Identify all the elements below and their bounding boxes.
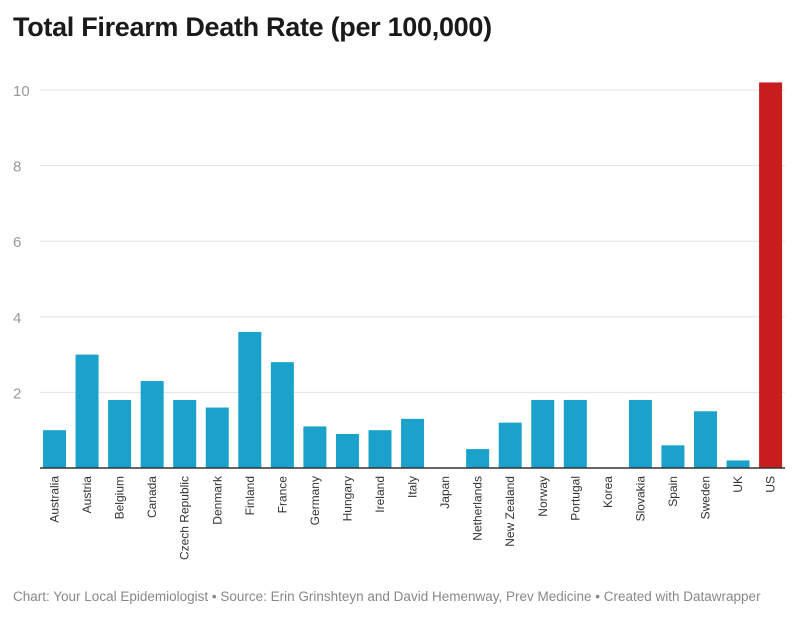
- bar-canada: [140, 381, 164, 468]
- x-tick-label: Hungary: [340, 476, 354, 521]
- x-tick-label: New Zealand: [503, 476, 517, 547]
- bar-sweden: [694, 411, 717, 468]
- x-tick-label: Norway: [536, 476, 550, 517]
- bar-netherlands: [466, 449, 490, 468]
- bar-france: [270, 362, 294, 468]
- bar-czech-republic: [173, 399, 197, 468]
- bar-portugal: [563, 399, 587, 468]
- x-tick-label: France: [275, 476, 289, 514]
- x-tick-label: Sweden: [699, 476, 713, 519]
- bar-finland: [238, 331, 262, 468]
- x-tick-label: Ireland: [373, 476, 387, 513]
- bar-new-zealand: [498, 422, 522, 468]
- chart-footer: Chart: Your Local Epidemiologist • Sourc…: [13, 589, 761, 604]
- bar-belgium: [108, 399, 132, 468]
- chart-title: Total Firearm Death Rate (per 100,000): [13, 12, 492, 42]
- x-tick-label: Belgium: [113, 476, 127, 519]
- bar-uk: [726, 460, 750, 468]
- y-tick-label: 10: [13, 83, 30, 100]
- x-tick-label: Australia: [48, 476, 62, 523]
- y-tick-label: 2: [13, 385, 21, 402]
- x-tick-label: Denmark: [210, 475, 224, 525]
- bar-denmark: [205, 407, 229, 468]
- bar-spain: [661, 445, 685, 468]
- x-tick-label: Spain: [666, 476, 680, 507]
- y-tick-label: 6: [13, 234, 21, 251]
- bar-hungary: [335, 433, 359, 468]
- x-tick-label: Netherlands: [471, 476, 485, 541]
- y-tick-label: 8: [13, 159, 21, 176]
- x-tick-label: Japan: [438, 476, 452, 509]
- x-tick-label: Korea: [601, 476, 615, 508]
- bar-italy: [401, 418, 425, 468]
- bar-slovakia: [628, 399, 652, 468]
- x-tick-label: Italy: [406, 476, 420, 498]
- x-tick-label: Germany: [308, 476, 322, 525]
- bar-austria: [75, 354, 99, 468]
- bar-us: [759, 82, 783, 468]
- x-tick-label: Canada: [145, 476, 159, 518]
- bar-germany: [303, 426, 327, 468]
- x-tick-label: Portugal: [568, 476, 582, 521]
- x-tick-label: US: [764, 476, 778, 493]
- x-tick-label: Finland: [243, 476, 257, 515]
- x-tick-label: UK: [731, 476, 745, 493]
- bar-australia: [43, 430, 66, 468]
- bar-ireland: [368, 430, 392, 468]
- bar-norway: [531, 399, 555, 468]
- x-tick-label: Austria: [80, 476, 94, 514]
- x-tick-label: Czech Republic: [178, 476, 192, 560]
- y-tick-label: 4: [13, 310, 21, 327]
- x-tick-label: Slovakia: [633, 476, 647, 522]
